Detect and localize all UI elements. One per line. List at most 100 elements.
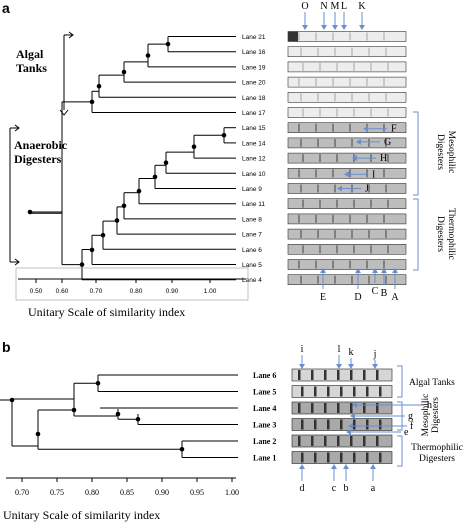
right-band-letter-a: G: [384, 137, 391, 148]
gel-lane-a: [287, 213, 407, 225]
gel-band: [298, 78, 300, 87]
gel-band-b: [363, 370, 366, 380]
gel-band: [298, 169, 300, 178]
gel-band: [315, 260, 317, 269]
group-label-anaerobic: Anaerobic Digesters: [14, 138, 68, 166]
lane-label-a: Lane 17: [242, 110, 266, 117]
gel-band-b: [314, 386, 317, 397]
gel-band: [385, 93, 387, 102]
bottom-band-letter-b: d: [300, 483, 305, 494]
gel-lane-a: [287, 228, 407, 240]
tick-label-a: 0.60: [56, 288, 69, 295]
gel-band: [302, 199, 304, 208]
gel-band: [336, 245, 338, 254]
gel-band: [334, 230, 336, 239]
bottom-band-letter-b: c: [332, 483, 337, 494]
meso-bracket-b: [397, 401, 403, 431]
axis-frame-a: [15, 267, 249, 301]
gel-band: [317, 138, 319, 147]
right-band-arrow-a-head: [337, 185, 342, 192]
gel-band-b: [314, 452, 317, 463]
bottom-band-arrow-a-head: [355, 268, 361, 273]
gel-band-b: [379, 419, 382, 430]
gel-band: [319, 62, 321, 71]
gel-band-b: [311, 436, 314, 446]
side-label-thermophilic-a: ThermophilicDigesters: [435, 208, 456, 260]
gel-band: [385, 184, 387, 193]
gel-band: [300, 47, 302, 56]
gel-band: [353, 199, 355, 208]
gel-band-b: [324, 370, 327, 380]
node-algal-4: [121, 69, 127, 75]
gel-lane-a: [287, 244, 407, 255]
gel-band-b: [314, 419, 317, 430]
right-band-arrow-a-head: [363, 125, 368, 132]
gel-band: [349, 123, 351, 132]
side-label-algal-b: Algal Tanks: [409, 378, 455, 388]
gel-band: [366, 78, 368, 87]
gel-band: [334, 47, 336, 56]
gel-band-b: [340, 452, 343, 463]
tick-label-b: 0.85: [120, 488, 134, 497]
gel-band: [349, 169, 351, 178]
gel-band: [334, 184, 336, 193]
gel-lane-b: [291, 368, 393, 382]
gel-band-b: [311, 370, 314, 380]
gel-band: [317, 275, 319, 284]
thermo-bracket-a: [413, 198, 419, 271]
gel-band-b: [363, 403, 366, 413]
gel-band: [368, 275, 370, 284]
gel-band: [385, 138, 387, 147]
right-band-letter-a: I: [372, 169, 375, 180]
top-band-letter-a: O: [301, 1, 308, 12]
gel-band: [366, 214, 368, 223]
gel-band: [319, 245, 321, 254]
lane-label-a: Lane 5: [242, 262, 262, 269]
gel-band: [332, 78, 334, 87]
algal-bracket-arrow: [64, 31, 74, 39]
lane-label-a: Lane 18: [242, 95, 266, 102]
anaerobic-arrow-top: [10, 124, 20, 132]
gel-band-b: [366, 419, 369, 430]
right-band-arrow-b-head: [352, 402, 357, 408]
gel-band: [300, 184, 302, 193]
top-band-arrow-a-head: [341, 25, 347, 30]
side-label-mesophilic-b: MesophilicDigesters: [421, 394, 441, 437]
gel-band-b: [327, 452, 330, 463]
tick-label-b: 0.90: [155, 488, 169, 497]
gel-band: [368, 47, 370, 56]
gel-band: [370, 199, 372, 208]
gel-band: [300, 230, 302, 239]
gel-band: [334, 275, 336, 284]
gel-band: [332, 214, 334, 223]
top-band-arrow-a-head: [302, 25, 308, 30]
bottom-band-arrow-a-head: [381, 268, 387, 273]
node-meso-7: [121, 203, 127, 209]
bottom-band-letter-b: a: [371, 483, 376, 494]
right-band-arrow-b-head: [350, 413, 355, 419]
axis-title-b: Unitary Scale of similarity index: [3, 508, 160, 522]
top-band-arrow-b-head: [348, 364, 354, 369]
gel-band-b: [340, 419, 343, 430]
bottom-band-arrow-a-head: [392, 268, 398, 273]
gel-band: [300, 138, 302, 147]
gel-band-b: [376, 436, 379, 446]
gel-band-b: [337, 370, 340, 380]
gel-band-b: [350, 403, 353, 413]
top-band-letter-a: N: [320, 1, 327, 12]
gel-band: [385, 47, 387, 56]
right-band-letter-a: F: [391, 124, 397, 135]
gel-band: [370, 245, 372, 254]
lane-label-b: Lane 2: [253, 437, 276, 446]
gel-band-b: [301, 452, 304, 463]
gel-lane-a: [287, 274, 407, 286]
gel-band: [368, 138, 370, 147]
gel-band-b: [298, 436, 301, 446]
lane-label-a: Lane 15: [242, 125, 266, 132]
gel-band-b: [327, 419, 330, 430]
gel-band: [351, 93, 353, 102]
gel-band-b: [301, 419, 304, 430]
gel-band: [383, 214, 385, 223]
gel-band: [300, 275, 302, 284]
thermo-bracket-b: [397, 435, 403, 467]
